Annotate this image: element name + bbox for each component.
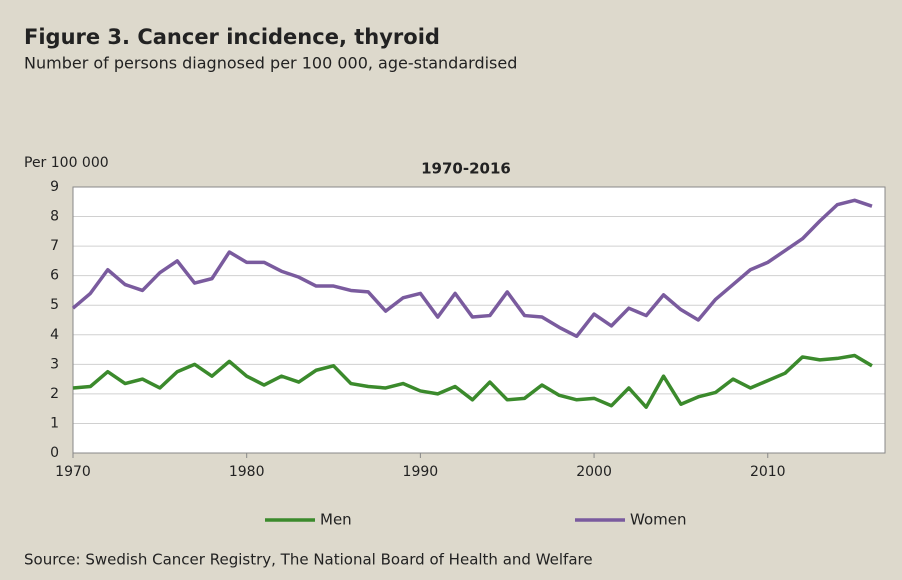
y-tick-label: 9	[50, 179, 59, 195]
y-tick-label: 1	[50, 415, 59, 431]
legend-label: Men	[320, 511, 352, 529]
chart-subtitle: Number of persons diagnosed per 100 000,…	[24, 54, 517, 73]
chart-title: Figure 3. Cancer incidence, thyroid	[24, 25, 440, 49]
y-tick-label: 2	[50, 386, 59, 402]
line-series	[72, 353, 873, 409]
y-tick-label: 0	[50, 445, 59, 461]
y-tick-label: 5	[50, 297, 59, 313]
source: Source: Swedish Cancer Registry, The Nat…	[24, 551, 593, 569]
y-axis-label: Per 100 000	[24, 155, 109, 171]
y-tick-label: 8	[50, 209, 59, 225]
y-tick-label: 6	[50, 268, 59, 284]
x-tick-label: 1990	[403, 464, 439, 480]
x-tick-label: 1980	[229, 464, 265, 480]
x-tick-label: 1970	[55, 464, 91, 480]
y-tick-label: 7	[50, 238, 59, 254]
y-tick-label: 3	[50, 356, 59, 372]
plot-border	[72, 186, 886, 454]
plot-area	[73, 187, 885, 453]
y-tick-label: 4	[50, 327, 59, 343]
plot-title: 1970-2016	[421, 160, 511, 178]
x-tick-label: 2010	[750, 464, 786, 480]
legend-label: Women	[630, 511, 686, 529]
line-series	[71, 198, 873, 339]
x-tick-label: 2000	[576, 464, 612, 480]
